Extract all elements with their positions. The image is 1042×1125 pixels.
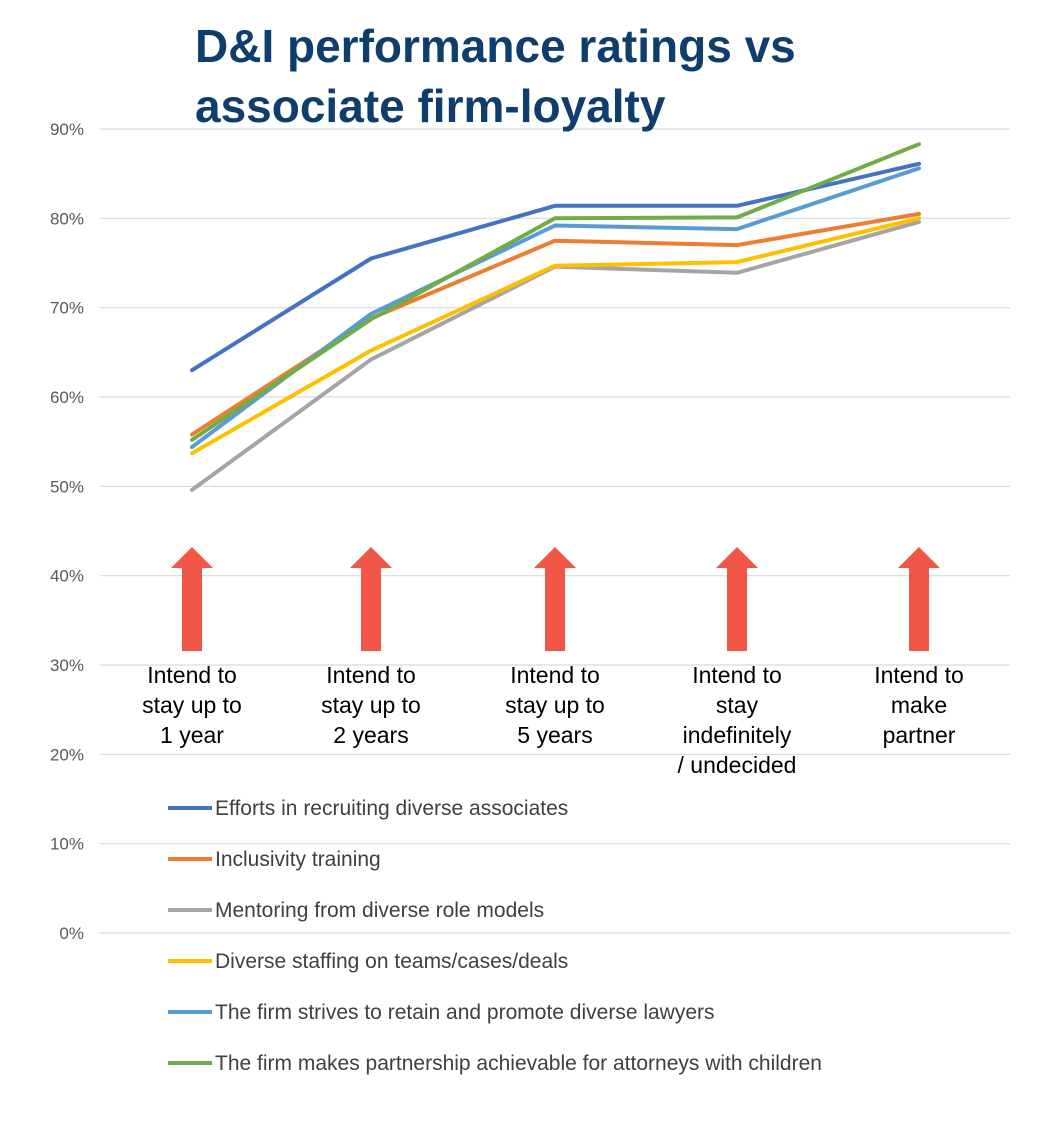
title-line: D&I performance ratings vs: [195, 20, 796, 72]
category-label: stay up to: [321, 692, 421, 718]
up-arrow-icon: [171, 547, 213, 651]
series-line: [190, 142, 921, 442]
y-tick-label: 70%: [50, 299, 84, 318]
category-labels: Intend to stay up to 1 year Intend to stay u…: [142, 662, 964, 778]
series-lines: [190, 142, 921, 492]
y-tick-label: 60%: [50, 388, 84, 407]
category-label: 5 years: [517, 722, 592, 748]
y-tick-label: 10%: [50, 835, 84, 854]
y-tick-label: 80%: [50, 209, 84, 228]
title-line: associate firm-loyalty: [195, 80, 666, 132]
series-line: [190, 211, 921, 437]
y-tick-label: 40%: [50, 567, 84, 586]
up-arrow-icon: [898, 547, 940, 651]
category-label: 1 year: [160, 722, 224, 748]
category-label: Intend to: [874, 662, 964, 688]
y-tick-label: 0%: [59, 924, 84, 943]
y-tick-label: 50%: [50, 477, 84, 496]
category-label: Intend to: [510, 662, 600, 688]
legend-label: The firm strives to retain and promote d…: [215, 1001, 715, 1024]
y-tick-label: 90%: [50, 120, 84, 139]
y-tick-label: 30%: [50, 656, 84, 675]
up-arrow-icon: [534, 547, 576, 651]
category-label: Intend to: [692, 662, 782, 688]
y-tick-label: 20%: [50, 745, 84, 764]
category-label: 2 years: [333, 722, 408, 748]
legend-label: Diverse staffing on teams/cases/deals: [215, 950, 568, 973]
chart-title: D&I performance ratings vs associate firm…: [195, 20, 796, 132]
category-label: stay: [716, 692, 759, 718]
category-label: indefinitely: [683, 722, 792, 748]
legend: Efforts in recruiting diverse associates…: [168, 797, 822, 1075]
series-line: [190, 219, 921, 492]
category-label: / undecided: [678, 752, 797, 778]
category-label: Intend to: [326, 662, 416, 688]
legend-label: Inclusivity training: [215, 848, 381, 871]
category-label: stay up to: [142, 692, 242, 718]
category-label: stay up to: [505, 692, 605, 718]
category-label: Intend to: [147, 662, 237, 688]
category-label: partner: [883, 722, 956, 748]
up-arrow-icon: [350, 547, 392, 651]
category-arrows: [171, 547, 940, 651]
series-line: [190, 216, 921, 456]
y-axis-ticks: 0% 10% 20% 30% 40% 50% 60% 70% 80% 90%: [50, 120, 84, 943]
up-arrow-icon: [716, 547, 758, 651]
category-label: make: [891, 692, 947, 718]
legend-label: Efforts in recruiting diverse associates: [215, 797, 568, 820]
legend-label: The firm makes partnership achievable fo…: [215, 1052, 822, 1075]
legend-label: Mentoring from diverse role models: [215, 899, 544, 922]
